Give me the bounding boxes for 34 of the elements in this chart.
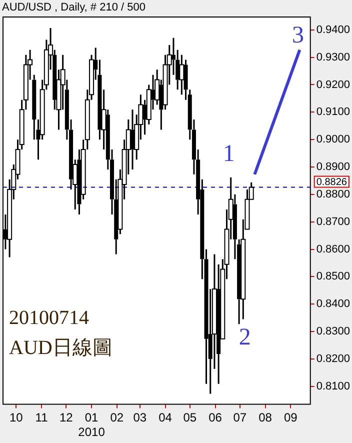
- y-tick-label: 0.8700: [316, 216, 350, 228]
- y-tick-label: 0.8100: [316, 380, 350, 392]
- y-tick-label: 0.9400: [316, 24, 350, 36]
- y-tick-label: 0.8400: [316, 298, 350, 310]
- y-tick-label: 0.9300: [316, 51, 350, 64]
- y-tick-label: 0.8500: [316, 270, 350, 283]
- annotation: 1: [222, 140, 235, 167]
- x-tick-label: 11: [35, 410, 48, 425]
- x-tick-label: 10: [9, 410, 24, 425]
- annotation: 20100714: [9, 307, 89, 330]
- x-tick-label: 05: [183, 410, 197, 425]
- y-tick-label: 0.8600: [316, 243, 350, 256]
- x-tick-label: 02: [110, 410, 124, 425]
- annotation: 2: [238, 324, 251, 351]
- candlestick: [32, 74, 36, 140]
- annotation: 3: [292, 22, 304, 49]
- y-tick-label: 0.8200: [316, 352, 350, 365]
- annotation: AUD日線圖: [9, 337, 112, 360]
- x-tick-label: 06: [208, 410, 222, 425]
- x-tick-label: 09: [284, 410, 298, 425]
- x-tick-label: 12: [59, 410, 74, 425]
- y-tick-label: 0.8300: [316, 326, 350, 338]
- x-tick-label: 07: [233, 410, 247, 425]
- x-tick-label: 04: [158, 410, 172, 425]
- y-tick-label: 0.9200: [316, 78, 350, 91]
- x-tick-label: 03: [133, 410, 147, 425]
- y-tick-label: 0.8800: [316, 188, 350, 200]
- x-tick-label: 08: [258, 410, 272, 425]
- x-tick-label: 01 2010: [78, 410, 106, 440]
- y-tick-label: 0.9100: [316, 106, 350, 118]
- ref-line-label: 0.8826: [316, 177, 348, 188]
- chart-title: AUD/USD , Daily, # 210 / 500: [2, 2, 146, 14]
- y-tick-label: 0.8900: [316, 161, 350, 174]
- y-tick-label: 0.9000: [316, 134, 350, 146]
